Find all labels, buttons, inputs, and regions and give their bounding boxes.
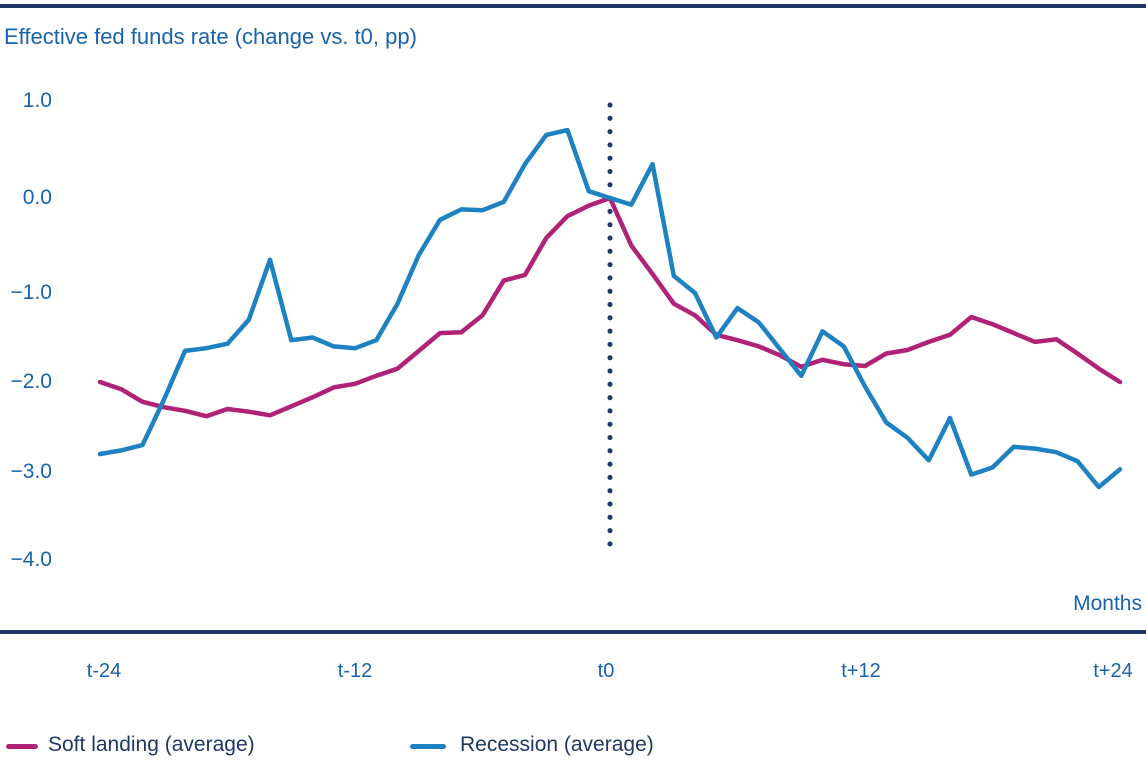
legend: Soft landing (average) Recession (averag… xyxy=(0,730,1146,762)
y-tick-label: −3.0 xyxy=(10,460,52,483)
x-tick-label: t-24 xyxy=(86,660,122,682)
x-axis-units-label: Months xyxy=(1073,592,1142,615)
y-tick-label: −1.0 xyxy=(10,281,52,304)
y-tick-label: 1.0 xyxy=(22,89,52,112)
x-tick-label: t+24 xyxy=(1093,660,1133,682)
top-rule xyxy=(0,4,1146,8)
x-tick-label: t0 xyxy=(597,660,615,682)
soft-landing-legend-swatch xyxy=(6,744,38,749)
recession-line xyxy=(97,127,1123,490)
y-tick-label: −4.0 xyxy=(10,548,52,571)
page-title: Effective fed funds rate (change vs. t0,… xyxy=(4,24,417,49)
soft-landing-legend-label: Soft landing (average) xyxy=(48,733,255,756)
y-tick-label: −2.0 xyxy=(10,370,52,393)
x-tick-label: t-12 xyxy=(337,660,373,682)
x-tick-label: t+12 xyxy=(841,660,881,682)
recession-legend-label: Recession (average) xyxy=(460,733,654,756)
x-axis-line xyxy=(0,630,1146,634)
y-tick-label: 0.0 xyxy=(22,186,52,209)
recession-legend-swatch xyxy=(410,744,446,749)
